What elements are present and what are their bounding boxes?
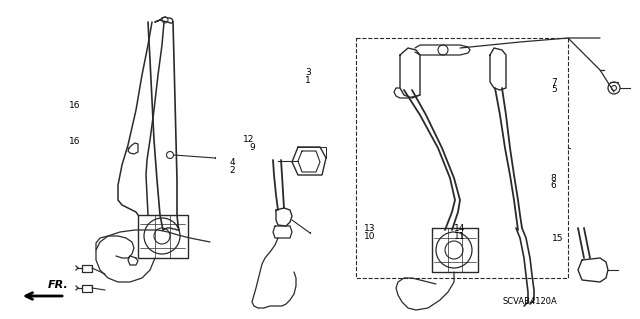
Text: SCVAB4120A: SCVAB4120A <box>502 298 557 307</box>
Text: 15: 15 <box>552 234 563 243</box>
Text: 10: 10 <box>364 232 375 241</box>
Text: 5: 5 <box>552 85 557 94</box>
Text: 11: 11 <box>454 232 466 241</box>
Text: 7: 7 <box>552 78 557 87</box>
Text: 9: 9 <box>250 143 255 152</box>
Text: 2: 2 <box>229 166 235 175</box>
Text: 16: 16 <box>69 101 81 110</box>
Text: 14: 14 <box>454 224 466 233</box>
Text: 13: 13 <box>364 224 375 233</box>
Text: 12: 12 <box>243 135 255 144</box>
Text: 16: 16 <box>69 137 81 146</box>
Text: FR.: FR. <box>47 280 68 290</box>
Text: 6: 6 <box>550 181 556 190</box>
Text: 1: 1 <box>305 76 311 85</box>
Text: 3: 3 <box>305 68 311 77</box>
Text: 4: 4 <box>229 158 235 167</box>
Text: 8: 8 <box>550 174 556 182</box>
